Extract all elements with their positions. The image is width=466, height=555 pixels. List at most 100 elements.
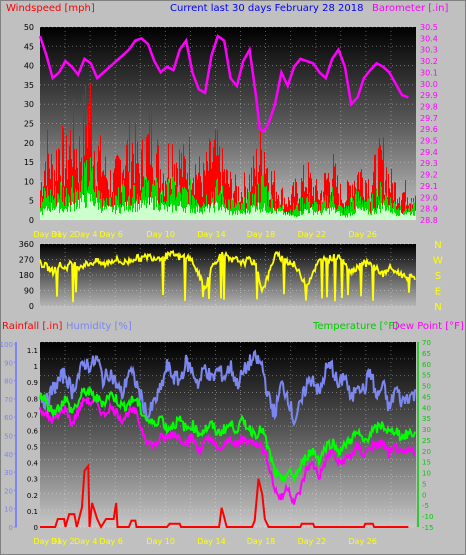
humidity-tick-label: 70 [4,396,13,404]
temperature-tick-label: 45 [422,393,431,401]
humidity-tick-label: 40 [4,451,13,459]
dewpoint-line [39,394,416,505]
barometer-tick-label: 29.8 [420,102,438,111]
wind-tick-label: 0 [29,216,34,225]
day-tick-label: Day 4 [74,537,97,546]
humidity-tick-label: 80 [4,378,13,386]
day-tick-label: Day 6 [99,230,122,239]
wind-tick-label: 15 [24,158,34,167]
barometer-tick-label: 29.4 [420,148,438,157]
compass-label: N [434,240,441,251]
rainfall-tick-label: 0.1 [27,508,38,516]
temperature-tick-label: 55 [422,372,431,380]
day-tick-label: Day 22 [298,230,327,239]
barometer-tick-label: 29.9 [420,91,438,100]
rainfall-tick-label: 0 [34,524,38,532]
windspeed-axis-title: Windspeed [mph] [6,3,95,14]
temperature-tick-label: -5 [422,502,429,510]
wind-tick-label: 30 [24,100,34,109]
humidity-tick-label: 10 [4,506,13,514]
wind-tick-label: 45 [24,42,34,51]
day-tick-label: Day 31 [33,537,62,546]
day-tick-label: Day 2 [51,230,74,239]
humidity-tick-label: 50 [4,433,13,441]
temperature-tick-label: 5 [422,480,426,488]
temperature-tick-label: 50 [422,383,431,391]
barometer-tick-label: 30.0 [420,80,438,89]
direction-tick-label: 180 [19,271,34,280]
wind-direction-line [39,249,416,303]
barometer-tick-label: 30.3 [420,46,438,55]
humidity-axis-title: Humidity [%] [66,321,132,332]
temperature-line [39,385,416,485]
day-tick-label: Day 31 [33,230,62,239]
wind-tick-label: 25 [24,120,34,129]
rainfall-tick-label: 0.2 [27,492,38,500]
temperature-tick-label: 60 [422,361,431,369]
rainfall-tick-label: 0.5 [27,444,38,452]
humidity-tick-label: 20 [4,487,13,495]
compass-label: W [433,256,443,267]
temperature-tick-label: 20 [422,448,431,456]
barometer-tick-label: 30.2 [420,57,438,66]
direction-plot-area [40,244,416,306]
temperature-tick-label: 10 [422,470,431,478]
direction-tick-label: 270 [19,256,34,265]
humidity-tick-label: 60 [4,414,13,422]
temperature-tick-label: -15 [422,524,433,532]
barometer-tick-label: 30.4 [420,34,438,43]
rainfall-line [40,463,409,530]
rainfall-tick-label: 0.8 [27,395,38,403]
wind-tick-label: 50 [24,23,34,32]
humidity-tick-label: 100 [0,341,13,349]
rainfall-tick-label: 0.6 [27,427,39,435]
temperature-tick-label: 25 [422,437,431,445]
day-tick-label: Day 14 [197,537,226,546]
day-tick-label: Day 14 [197,230,226,239]
day-tick-label: Day 26 [348,537,377,546]
barometer-tick-label: 29.3 [420,159,438,168]
barometer-tick-label: 28.8 [420,216,438,225]
wind-tick-label: 35 [24,81,34,90]
barometer-tick-label: 29.5 [420,137,438,146]
temperature-tick-label: -10 [422,513,433,521]
day-tick-label: Day 10 [146,230,175,239]
day-tick-label: Day 2 [51,537,74,546]
day-tick-label: Day 22 [298,537,327,546]
compass-label: N [434,302,441,313]
day-tick-label: Day 18 [247,230,276,239]
dewpoint-axis-title: Dew Point [°F] [392,321,464,332]
wind-tick-label: 10 [24,177,34,186]
barometer-tick-label: 30.1 [420,68,438,77]
direction-tick-label: 0 [29,302,34,311]
barometer-tick-label: 29.6 [420,125,438,134]
barometer-tick-label: 29.0 [420,193,438,202]
rainfall-tick-label: 1.1 [27,347,38,355]
rainfall-tick-label: 0.9 [27,379,38,387]
temperature-tick-label: 0 [422,491,426,499]
wind-tick-label: 20 [24,139,34,148]
chart-title: Current last 30 days February 28 2018 [170,3,363,14]
rainfall-tick-label: 0.7 [27,411,38,419]
day-tick-label: Day 10 [146,537,175,546]
rainfall-tick-label: 1 [34,363,38,371]
direction-tick-label: 90 [24,287,34,296]
temperature-tick-label: 15 [422,459,431,467]
barometer-tick-label: 30.5 [420,23,438,32]
temperature-axis-title: Temperature [°F] [312,321,398,332]
barometer-line [38,34,409,134]
compass-label: E [435,287,441,298]
rainfall-axis-title: Rainfall [.in] [2,321,63,332]
temperature-tick-label: 40 [422,404,431,412]
temperature-tick-label: 35 [422,415,431,423]
rainfall-tick-label: 0.4 [27,460,39,468]
rainfall-tick-label: 0.3 [27,476,38,484]
day-tick-label: Day 4 [74,230,97,239]
day-tick-label: Day 18 [247,537,276,546]
barometer-axis-title: Barometer [.in] [372,3,448,14]
day-tick-label: Day 6 [99,537,122,546]
barometer-tick-label: 28.9 [420,205,438,214]
humidity-tick-label: 30 [4,469,13,477]
direction-tick-label: 360 [19,240,34,249]
